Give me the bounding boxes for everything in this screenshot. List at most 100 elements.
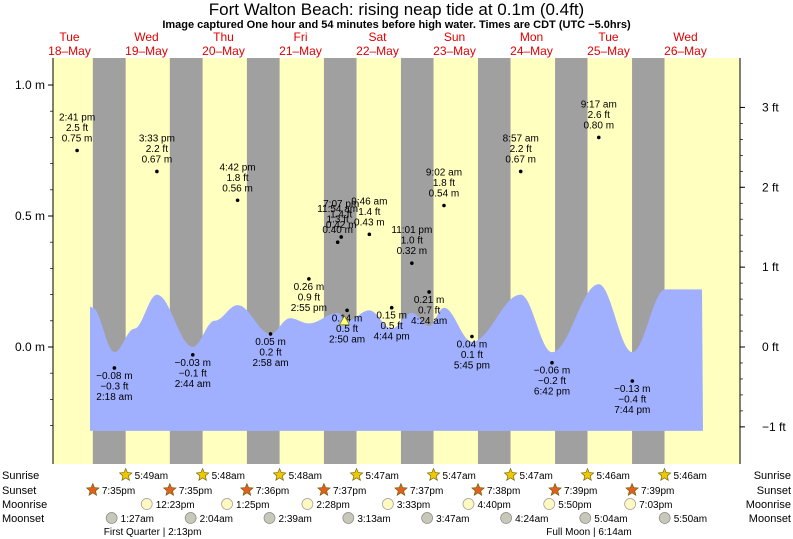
row-label-left: Moonset [2,513,44,525]
moonrise-icon [543,498,556,510]
moonset-time: 3:47am [436,514,469,525]
tide-extreme-label: 1.0 ft [401,236,423,247]
tide-extreme-label: −0.1 ft [179,368,207,379]
moonset-item: 5:50am [658,512,707,525]
tide-extreme-label: 0.05 m [255,337,286,348]
right-axis-tick-label: 0 ft [762,340,779,354]
sunset-item: 7:37pm [317,482,366,497]
sunrise-icon [349,467,364,481]
moonrise-time: 7:03pm [639,500,672,511]
moonrise-item: 4:40pm [462,498,511,511]
sunrise-icon [195,467,210,481]
day-header-dow: Tue [59,30,80,44]
tide-extreme: 9:46 am1.4 ft0.43 m [351,196,387,237]
tide-extreme-label: −0.13 m [614,384,650,395]
moonset-time: 5:50am [674,514,707,525]
tide-extreme-label: 0.80 m [583,120,614,131]
sunset-time: 7:39pm [641,486,674,497]
tide-extreme-dot [550,360,554,365]
moonrise-item: 7:03pm [624,498,672,511]
day-header-date: 21–May [279,44,322,58]
tide-extreme-label: 0.14 m [332,313,363,324]
row-label-left: Sunrise [2,470,39,482]
sunset-icon [239,482,254,496]
tide-extreme-label: 1.4 ft [358,207,380,218]
moonrise-icon [382,498,394,510]
tide-extreme-label: 11:54 am [317,204,358,215]
sunrise-item: 5:48am [195,467,245,482]
sunset-time: 7:37pm [410,486,443,497]
moonset-item: 2:39am [263,512,312,525]
moonset-item: 2:04am [184,512,233,525]
tide-extreme-label: 0.5 ft [336,324,358,335]
tide-extreme: 11:01 pm1.0 ft0.32 m [391,225,432,265]
tide-extreme-label: 8:57 am [503,133,539,144]
tide-extreme-label: 0.2 ft [259,347,281,358]
moon-phase-label: First Quarter | 2:13pm [104,527,202,538]
tide-extreme: 4:42 pm1.8 ft0.56 m [220,162,256,203]
sunset-item: 7:35pm [85,482,135,497]
sunrise-icon [503,467,518,481]
sunrise-item: 5:47am [503,467,553,482]
sun-moon-rows: Sunrise Sunrise Sunset Sunset Moonrise Moonri… [2,467,791,538]
day-header-dow: Wed [673,30,697,44]
tide-extreme: 0.21 m0.7 ft4:24 am [411,290,447,327]
tide-extreme-label: 3:33 pm [139,133,175,144]
tide-extreme-label: 9:46 am [351,196,387,207]
sunset-item: 7:36pm [239,482,289,497]
sunset-icon [162,482,177,496]
tide-extreme-dot [307,277,311,281]
moonset-time: 5:04am [594,514,627,525]
tide-extreme: −0.13 m−0.4 ft7:44 pm [614,379,651,416]
day-header-date: 18–May [48,44,91,58]
tide-extreme-dot [442,203,446,208]
moonrise-time: 12:23pm [156,500,195,511]
sunrise-time: 5:47am [443,471,476,482]
day-header-dow: Fri [294,30,308,44]
day-header-date: 22–May [356,44,399,58]
sunrise-icon [426,467,441,481]
tide-extreme-label: 5:45 pm [454,361,490,372]
tide-extreme: 0.15 m0.5 ft4:44 pm [374,305,410,343]
tide-extreme-label: 0.7 ft [418,305,440,316]
tide-extreme-dot [410,261,414,265]
moonrise-item: 3:33pm [382,498,430,511]
tide-extreme: −0.03 m−0.1 ft2:44 am [175,353,211,390]
sunrise-item: 5:47am [349,467,399,482]
sunset-time: 7:39pm [564,486,597,497]
tide-extreme-label: −0.03 m [175,358,211,369]
tide-extreme-dot [367,232,372,237]
tide-extreme: −0.06 m−0.2 ft6:42 pm [534,360,570,398]
moonrise-time: 5:50pm [558,500,591,511]
right-axis-tick-label: 3 ft [762,100,779,114]
moonset-icon [500,512,512,524]
tide-extreme-dot [470,334,474,339]
moonset-item: 3:47am [421,512,469,525]
right-axis-tick-label: 2 ft [762,180,779,194]
row-label-right: Sunset [757,485,791,497]
sunset-item: 7:38pm [471,482,520,497]
row-label-left: Sunset [2,485,36,497]
day-header-dow: Sat [368,30,387,44]
tide-extreme-dot [427,290,431,294]
moonrise-icon [221,498,233,510]
sunrise-item: 5:46am [580,467,630,482]
tide-extreme: 3:33 pm2.2 ft0.67 m [139,133,175,174]
sunrise-icon [118,467,133,481]
tide-extreme-label: 1.8 ft [433,178,455,189]
tide-extreme: 7:07 pm1.4 ft0.42 m [323,199,359,239]
moonrise-icon [462,498,475,510]
left-axis-tick-label: 0.5 m [15,209,45,223]
sunrise-item: 5:47am [426,467,476,482]
tide-extreme-dot [389,305,394,310]
tide-extreme-label: 2:55 pm [291,303,327,314]
sunset-icon [317,482,331,496]
tide-extreme-label: 0.40 m [322,225,353,236]
sunset-time: 7:35pm [102,486,135,497]
tide-extreme-label: 0.75 m [62,134,93,145]
